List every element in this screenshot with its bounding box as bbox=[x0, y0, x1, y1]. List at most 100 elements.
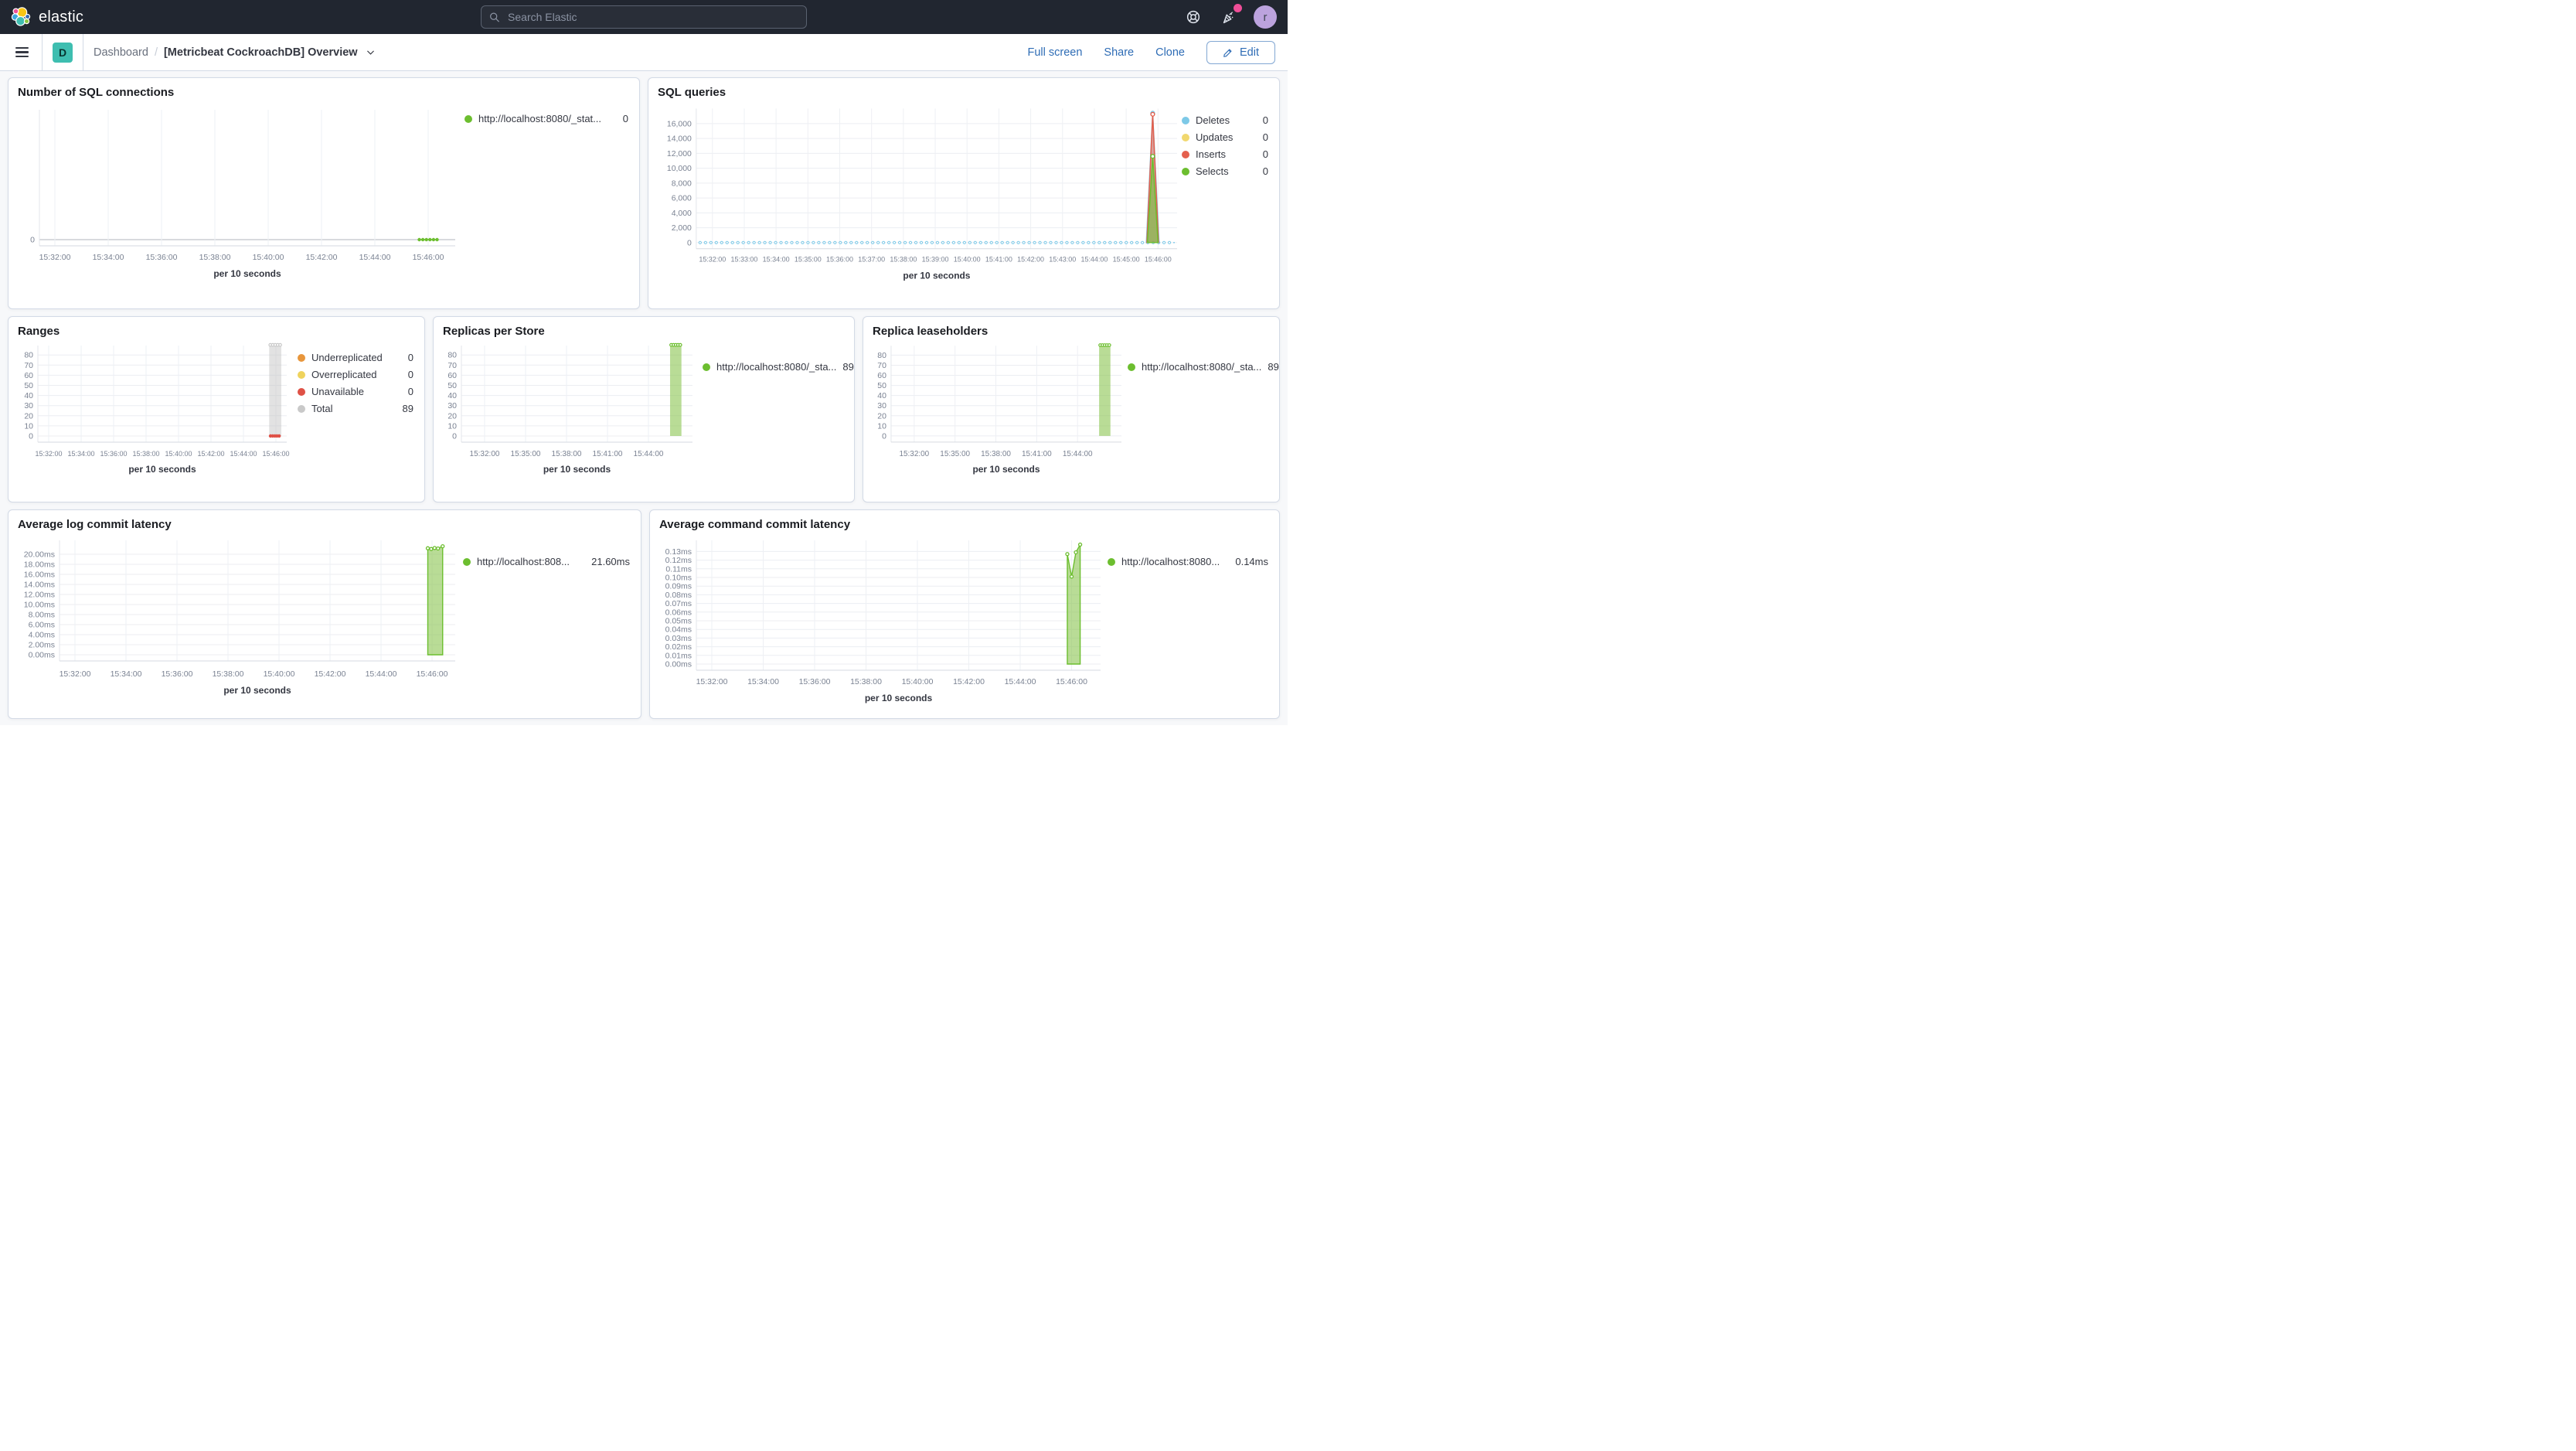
svg-text:per 10 seconds: per 10 seconds bbox=[223, 685, 291, 696]
legend-series-value: 0.14ms bbox=[1235, 556, 1268, 567]
legend-item[interactable]: Inserts 0 bbox=[1182, 148, 1268, 161]
legend-series-dot bbox=[464, 115, 472, 123]
chart-sql-connections[interactable]: 0 15:32:00 15:34:00 15:36:00 15:38:00 15:40:0… bbox=[18, 102, 463, 283]
legend-item[interactable]: http://localhost:8080/_sta... 89 bbox=[703, 361, 854, 373]
svg-text:0.07ms: 0.07ms bbox=[665, 599, 692, 608]
svg-text:per 10 seconds: per 10 seconds bbox=[128, 464, 196, 475]
legend-item[interactable]: http://localhost:8080/_stat... 0 bbox=[464, 113, 628, 125]
svg-text:15:32:00: 15:32:00 bbox=[899, 450, 929, 458]
legend-item[interactable]: Deletes 0 bbox=[1182, 114, 1268, 127]
svg-text:0.09ms: 0.09ms bbox=[665, 582, 692, 591]
legend-series-value: 0 bbox=[1262, 114, 1268, 126]
legend-item[interactable]: http://localhost:808... 21.60ms bbox=[463, 556, 630, 568]
svg-text:0.08ms: 0.08ms bbox=[665, 591, 692, 600]
legend-series-label: Underreplicated bbox=[311, 352, 383, 363]
legend-item[interactable]: Total 89 bbox=[298, 403, 413, 415]
chart-sql-queries[interactable]: 16,000 14,000 12,000 10,000 8,000 6,000 4,000 2… bbox=[658, 102, 1182, 284]
chart-legend: http://localhost:8080/_sta... 89 bbox=[703, 361, 854, 477]
help-button[interactable] bbox=[1183, 6, 1204, 28]
edit-button[interactable]: Edit bbox=[1206, 40, 1275, 64]
svg-text:0.05ms: 0.05ms bbox=[665, 617, 692, 626]
chart-avg-command-commit-latency[interactable]: 0.13ms0.12ms0.11ms0.10ms0.09ms0.08ms0.07… bbox=[659, 534, 1107, 707]
legend-item[interactable]: Unavailable 0 bbox=[298, 386, 413, 398]
svg-text:15:40:00: 15:40:00 bbox=[264, 669, 295, 679]
svg-text:70: 70 bbox=[877, 362, 886, 370]
svg-text:30: 30 bbox=[24, 401, 33, 410]
panel-ranges: Ranges 80 70 60 50 40 30 20 10 0 15:32:00 15:34:00 1… bbox=[8, 316, 425, 502]
page-title[interactable]: [Metricbeat CockroachDB] Overview bbox=[163, 46, 358, 59]
svg-text:10.00ms: 10.00ms bbox=[24, 601, 55, 610]
legend-item[interactable]: Overreplicated 0 bbox=[298, 369, 413, 381]
svg-text:15:36:00: 15:36:00 bbox=[799, 677, 831, 686]
legend-item[interactable]: Underreplicated 0 bbox=[298, 352, 413, 364]
svg-text:0.12ms: 0.12ms bbox=[665, 556, 692, 565]
svg-text:6,000: 6,000 bbox=[672, 195, 692, 203]
panel-replicas-per-store: Replicas per Store 80 70 60 50 40 30 20 10 0 15:32… bbox=[433, 316, 855, 502]
legend-series-label: Deletes bbox=[1196, 114, 1230, 126]
elastic-logo[interactable]: elastic bbox=[11, 7, 83, 27]
global-search[interactable] bbox=[481, 5, 807, 29]
svg-text:16,000: 16,000 bbox=[667, 120, 692, 128]
svg-text:15:42:00: 15:42:00 bbox=[1017, 256, 1044, 264]
svg-text:4.00ms: 4.00ms bbox=[29, 631, 55, 640]
svg-text:15:32:00: 15:32:00 bbox=[60, 669, 91, 679]
chart-legend: http://localhost:8080/_stat... 0 bbox=[464, 113, 630, 283]
global-header: elastic bbox=[0, 0, 1288, 34]
svg-text:12.00ms: 12.00ms bbox=[24, 591, 55, 600]
svg-text:15:36:00: 15:36:00 bbox=[162, 669, 193, 679]
legend-series-label: http://localhost:8080/_sta... bbox=[716, 361, 837, 373]
panel-sql-connections: Number of SQL connections 0 15:32:00 15:34:… bbox=[8, 77, 640, 309]
news-button[interactable] bbox=[1218, 4, 1242, 28]
panel-title: Replicas per Store bbox=[443, 325, 545, 338]
svg-text:80: 80 bbox=[447, 351, 457, 360]
legend-series-value: 89 bbox=[842, 361, 854, 373]
legend-series-label: Unavailable bbox=[311, 386, 364, 397]
panel-title: Average log commit latency bbox=[18, 518, 172, 531]
share-button[interactable]: Share bbox=[1104, 46, 1135, 59]
chevron-down-icon[interactable] bbox=[366, 47, 376, 57]
svg-text:per 10 seconds: per 10 seconds bbox=[903, 271, 970, 281]
svg-text:70: 70 bbox=[24, 361, 33, 370]
clone-button[interactable]: Clone bbox=[1155, 46, 1185, 59]
svg-text:15:41:00: 15:41:00 bbox=[985, 256, 1012, 264]
svg-text:15:42:00: 15:42:00 bbox=[306, 253, 338, 262]
legend-series-value: 0 bbox=[407, 386, 413, 397]
full-screen-button[interactable]: Full screen bbox=[1027, 46, 1083, 59]
user-avatar[interactable]: r bbox=[1254, 5, 1277, 29]
svg-text:15:43:00: 15:43:00 bbox=[1049, 256, 1076, 264]
panel-title: SQL queries bbox=[658, 86, 727, 99]
svg-text:15:38:00: 15:38:00 bbox=[213, 669, 244, 679]
legend-item[interactable]: Selects 0 bbox=[1182, 165, 1268, 178]
svg-text:15:44:00: 15:44:00 bbox=[230, 450, 257, 458]
legend-item[interactable]: http://localhost:8080/_sta... 89 bbox=[1128, 361, 1279, 373]
legend-item[interactable]: Updates 0 bbox=[1182, 131, 1268, 144]
svg-text:0.10ms: 0.10ms bbox=[665, 574, 692, 583]
svg-text:15:41:00: 15:41:00 bbox=[1022, 450, 1052, 458]
legend-item[interactable]: http://localhost:8080... 0.14ms bbox=[1108, 556, 1268, 568]
svg-text:15:44:00: 15:44:00 bbox=[1005, 677, 1036, 686]
legend-series-dot bbox=[463, 558, 471, 566]
svg-text:6.00ms: 6.00ms bbox=[29, 621, 55, 630]
svg-text:10: 10 bbox=[447, 421, 457, 431]
svg-text:15:38:00: 15:38:00 bbox=[981, 450, 1011, 458]
breadcrumb: Dashboard / [Metricbeat CockroachDB] Ove… bbox=[94, 46, 376, 59]
breadcrumb-dashboard-link[interactable]: Dashboard bbox=[94, 46, 148, 59]
chart-avg-log-commit-latency[interactable]: 20.00ms18.00ms16.00ms14.00ms12.00ms10.00… bbox=[18, 534, 463, 700]
svg-text:15:32:00: 15:32:00 bbox=[470, 450, 500, 458]
legend-series-value: 89 bbox=[1268, 361, 1279, 373]
menu-icon[interactable] bbox=[12, 42, 32, 63]
svg-text:15:44:00: 15:44:00 bbox=[359, 253, 391, 262]
svg-text:30: 30 bbox=[447, 401, 457, 410]
search-input[interactable] bbox=[506, 10, 798, 24]
panel-replica-leaseholders: Replica leaseholders 80 70 60 50 40 30 20 10 0 15:… bbox=[863, 316, 1280, 502]
legend-series-label: Inserts bbox=[1196, 148, 1227, 160]
svg-text:0.01ms: 0.01ms bbox=[665, 651, 692, 660]
svg-text:15:32:00: 15:32:00 bbox=[35, 450, 62, 458]
dashboard-app-badge[interactable]: D bbox=[53, 42, 73, 63]
svg-text:15:33:00: 15:33:00 bbox=[731, 256, 758, 264]
legend-series-value: 0 bbox=[1262, 165, 1268, 177]
notification-badge bbox=[1234, 4, 1242, 12]
